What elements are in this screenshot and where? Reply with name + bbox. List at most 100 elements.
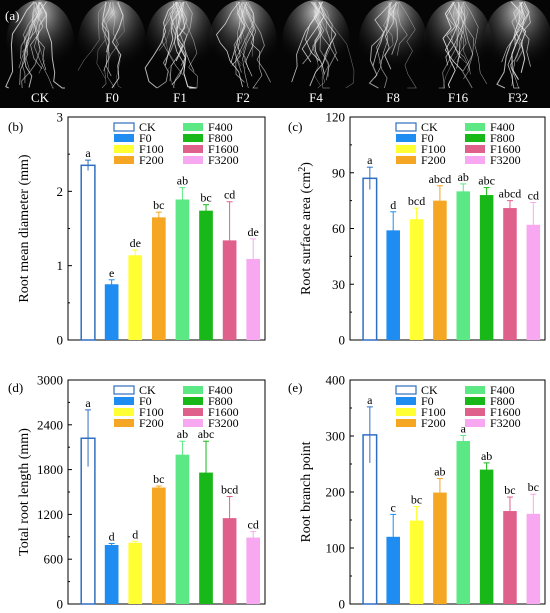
bar-f0 xyxy=(386,230,400,340)
legend-swatch-f3200 xyxy=(183,419,203,427)
significance-letter-f800: bc xyxy=(200,191,211,205)
bar-f400 xyxy=(175,199,190,340)
legend-label-ck: CK xyxy=(421,383,438,397)
sample-label-f1: F1 xyxy=(173,90,187,105)
bar-f3200 xyxy=(246,537,261,604)
panel-label-d: (d) xyxy=(8,380,23,395)
panel-a: (a) CK F0 F1 F2 F4 F8 F16 F32 xyxy=(0,0,550,108)
significance-letter-f3200: cd xyxy=(248,518,259,532)
legend-label-f0: F0 xyxy=(421,131,434,145)
y-tick-label: 200 xyxy=(326,485,346,500)
legend-label-f3200: F3200 xyxy=(490,416,521,430)
y-tick-label: 60 xyxy=(332,221,345,236)
legend-label-f400: F400 xyxy=(490,383,515,397)
legend-label-f0: F0 xyxy=(139,131,152,145)
legend-label-f200: F200 xyxy=(421,153,446,167)
legend-label-ck: CK xyxy=(139,383,156,397)
legend-swatch-f100 xyxy=(114,145,134,153)
bar-f100 xyxy=(409,219,424,340)
root-image-f16 xyxy=(424,0,492,89)
y-tick-label: 30 xyxy=(332,277,345,292)
bar-f1600 xyxy=(222,240,237,340)
y-tick-label: 1200 xyxy=(37,507,63,522)
bar-f200 xyxy=(433,492,447,604)
y-axis-label: Root mean diameter (mm) xyxy=(17,154,32,302)
legend-label-f100: F100 xyxy=(139,405,164,419)
legend-label-f3200: F3200 xyxy=(208,416,239,430)
legend-label-f1600: F1600 xyxy=(208,142,239,156)
sample-label-f16: F16 xyxy=(448,90,469,105)
bar-f0 xyxy=(104,284,119,340)
y-tick-label: 90 xyxy=(332,165,345,180)
legend-swatch-f0 xyxy=(114,134,134,142)
legend-swatch-f1600 xyxy=(465,408,485,416)
y-tick-label: 2 xyxy=(57,184,64,199)
significance-letter-f1600: abcd xyxy=(499,187,522,201)
bar-ck xyxy=(80,164,96,341)
legend-label-f3200: F3200 xyxy=(208,153,239,167)
bar-f100 xyxy=(128,255,143,340)
significance-letter-f400: ab xyxy=(177,174,188,188)
significance-letter-f800: abc xyxy=(198,427,215,441)
panel-label-c: (c) xyxy=(288,119,302,134)
y-tick-label: 400 xyxy=(326,373,346,388)
sample-label-ck: CK xyxy=(31,90,50,105)
y-tick-label: 120 xyxy=(326,110,346,125)
legend-swatch-f3200 xyxy=(465,156,485,164)
bar-f0 xyxy=(104,545,119,604)
legend-swatch-f100 xyxy=(396,145,416,153)
significance-letter-f0: d xyxy=(109,530,115,544)
legend-label-f400: F400 xyxy=(208,383,233,397)
legend-swatch-f100 xyxy=(396,408,416,416)
legend-label-f200: F200 xyxy=(139,416,164,430)
y-tick-label: 1 xyxy=(57,258,64,273)
sample-labels: CK F0 F1 F2 F4 F8 F16 F32 xyxy=(31,90,528,105)
legend-label-f1600: F1600 xyxy=(490,405,521,419)
chart-panel-b: (b) 0 1 2 3 Root mean diameter (mm) a e de bcabbc… xyxy=(8,110,266,348)
y-tick-label: 300 xyxy=(326,429,346,444)
sample-label-f4: F4 xyxy=(309,90,323,105)
panel-label-e: (e) xyxy=(288,380,302,395)
legend-label-f200: F200 xyxy=(421,416,446,430)
legend-label-f1600: F1600 xyxy=(208,405,239,419)
significance-letter-f0: c xyxy=(391,500,396,514)
bar-f200 xyxy=(151,217,166,340)
legend-label-f100: F100 xyxy=(139,142,164,156)
y-axis-label: Root surface area (cm2) xyxy=(297,162,314,295)
significance-letter-f100: bc xyxy=(411,493,422,507)
significance-letter-f200: bc xyxy=(153,472,164,486)
significance-letter-f400: ab xyxy=(177,427,188,441)
legend-label-f0: F0 xyxy=(421,394,434,408)
significance-letter-f1600: bcd xyxy=(221,482,238,496)
y-tick-label: 3 xyxy=(57,110,64,125)
legend-swatch-ck xyxy=(113,385,135,395)
significance-letter-f0: d xyxy=(390,198,396,212)
bar-f800 xyxy=(199,210,213,340)
chart-panel-c: (c) 0 30 60 90 120 Root surface area (cm2) a d bc… xyxy=(288,110,546,348)
bar-f0 xyxy=(386,536,400,604)
legend-label-f1600: F1600 xyxy=(490,142,521,156)
significance-letter-f1600: cd xyxy=(224,188,235,202)
legend-swatch-ck xyxy=(113,122,135,132)
bar-f1600 xyxy=(222,518,237,604)
legend-label-f0: F0 xyxy=(139,394,152,408)
legend-label-f800: F800 xyxy=(490,394,515,408)
root-image-f2 xyxy=(209,0,277,89)
bar-f400 xyxy=(175,454,190,604)
significance-letter-f200: ab xyxy=(434,465,445,479)
sample-label-f2: F2 xyxy=(236,90,250,105)
panel-a-label: (a) xyxy=(5,8,19,23)
legend-swatch-f0 xyxy=(114,397,134,405)
significance-letter-ck: a xyxy=(367,153,373,167)
y-tick-label: 0 xyxy=(339,333,346,348)
legend-swatch-f1600 xyxy=(183,408,203,416)
legend-swatch-f200 xyxy=(396,156,416,164)
legend-label-f3200: F3200 xyxy=(490,153,521,167)
significance-letter-f200: abcd xyxy=(429,172,452,186)
root-image-f1 xyxy=(144,0,214,89)
significance-letter-f100: de xyxy=(130,236,141,250)
bar-f1600 xyxy=(503,511,517,604)
